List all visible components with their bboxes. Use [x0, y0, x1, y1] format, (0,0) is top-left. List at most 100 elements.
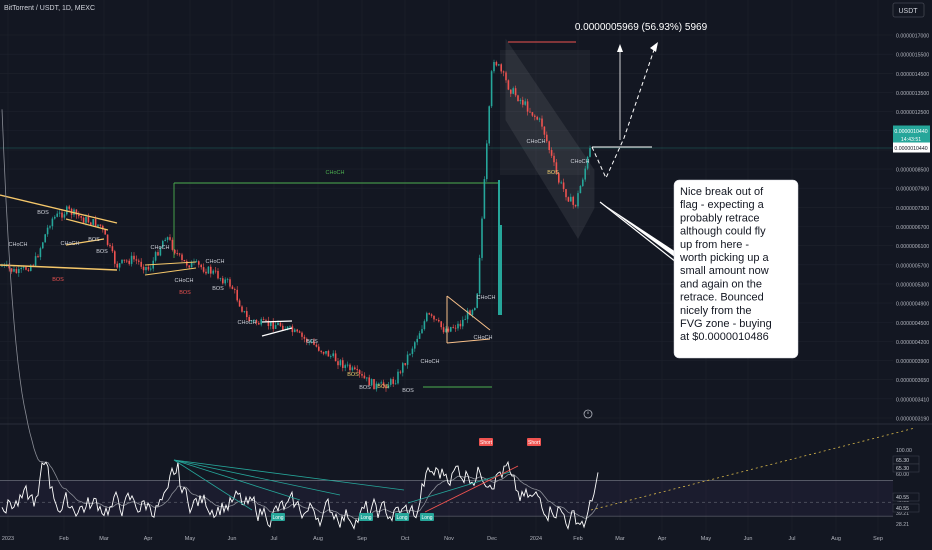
candle-body: [507, 80, 510, 90]
candle-body: [471, 310, 474, 316]
projection-arrowhead: [650, 42, 658, 52]
candle-body: [344, 365, 346, 368]
price-axis[interactable]: 0.0000017000 0.0000015500 0.0000014500 0.00…: [893, 34, 930, 423]
candle-body: [330, 356, 332, 357]
countdown-badge: 14:43:51: [893, 133, 930, 144]
candle-body: [586, 156, 589, 169]
candle-body: [44, 234, 46, 243]
annotation-callout[interactable]: Nice break out of flag - expecting a proba…: [599, 179, 799, 359]
price-tick-label: 0.0000005300: [896, 282, 929, 288]
candle-body: [524, 101, 526, 105]
candle-body: [558, 173, 560, 183]
candle-body: [416, 338, 418, 343]
candle-body: [82, 217, 85, 223]
time-tick-label: Feb: [59, 536, 68, 542]
rsi-panel: Short Short Long Long Long Long: [0, 109, 916, 530]
candle-body: [390, 379, 392, 385]
candle-body: [272, 321, 274, 329]
price-tick-label: 0.0000004500: [896, 321, 929, 327]
candle-body: [555, 162, 558, 174]
candle-body: [183, 259, 186, 262]
candle-body: [260, 319, 262, 325]
rsi-badge-text: 65.30: [896, 466, 909, 472]
rsi-badge: 40.55: [892, 503, 920, 513]
candle-body: [10, 268, 13, 272]
candle-body: [313, 341, 315, 345]
time-tick-label: Dec: [487, 536, 497, 542]
structure-label: CHoCH: [474, 335, 493, 341]
candle-body: [342, 360, 344, 368]
currency-button[interactable]: USDT: [892, 2, 925, 18]
replay-button[interactable]: [583, 409, 593, 419]
structure-label: BOS: [96, 249, 108, 255]
candle-body: [147, 266, 150, 270]
candle-body: [553, 155, 555, 163]
candle-body: [205, 271, 207, 274]
candle-body: [502, 71, 505, 73]
candle-body: [466, 310, 469, 320]
candle-body: [229, 279, 231, 287]
candle-body: [474, 307, 476, 311]
candle-body: [298, 331, 301, 333]
candle-body: [375, 383, 378, 390]
candle-body: [452, 327, 454, 328]
signal-short: Short: [479, 438, 493, 446]
signal-label: Short: [528, 440, 541, 446]
time-tick-label: Jun: [744, 536, 753, 542]
time-tick-label: Aug: [831, 536, 841, 542]
signal-long: Long: [271, 513, 285, 521]
candle-body: [157, 252, 159, 256]
candle-body: [142, 266, 145, 271]
candle-body: [327, 350, 330, 357]
annotation-line: up from here -: [680, 239, 749, 251]
candle-body: [56, 213, 58, 217]
candle-body: [123, 259, 126, 261]
candle-body: [212, 270, 214, 274]
candle-body: [49, 226, 51, 228]
time-tick-label: May: [701, 536, 712, 542]
candle-body: [106, 234, 109, 245]
candle-body: [430, 314, 433, 316]
candle-body: [325, 350, 327, 354]
candle-body: [128, 260, 130, 264]
candle-body: [522, 99, 524, 105]
candle-body: [433, 315, 435, 320]
candle-body: [248, 317, 250, 322]
candle-body: [46, 227, 49, 235]
time-tick-label: Apr: [144, 536, 153, 542]
time-axis[interactable]: 2023 Feb Mar Apr May Jun Jul Aug Sep Oct Nov Dec 202…: [2, 536, 883, 542]
rsi-ma-line: [1, 109, 599, 520]
candle-body: [22, 267, 25, 269]
candle-body: [126, 260, 128, 262]
wedge-bottom-line: [0, 264, 118, 271]
rsi-tick-label: 28.21: [896, 522, 909, 528]
candle-body: [498, 64, 500, 66]
candle-body: [186, 261, 188, 266]
candle-body: [294, 329, 296, 333]
price-tick-label: 0.0000015500: [896, 53, 929, 59]
current-price-badge: 0.0000010440: [893, 125, 930, 136]
candle-body: [486, 143, 488, 180]
rsi-badge: 65.30: [892, 455, 920, 465]
time-tick-label: May: [185, 536, 196, 542]
candle-body: [584, 168, 586, 180]
current-price-badge-text: 0.0000010440: [894, 129, 927, 135]
candle-body: [37, 256, 39, 258]
annotation-line: probably retrace: [680, 212, 760, 224]
time-tick-label: Mar: [99, 536, 109, 542]
candle-body: [541, 118, 543, 127]
candle-body: [529, 111, 531, 113]
structure-label: CHoCH: [61, 241, 80, 247]
candle-body: [397, 371, 399, 384]
candle-body: [366, 377, 368, 379]
candle-body: [418, 333, 421, 339]
candle-body: [442, 327, 445, 333]
flag-channel: [505, 38, 595, 239]
divergence-line: [173, 459, 405, 491]
candle-body: [363, 375, 366, 379]
candle-body: [517, 95, 519, 102]
rsi-axis[interactable]: 100.0060.0040.5539.2128.2165.3065.3040.5…: [892, 448, 920, 528]
annotation-line: and again on the: [680, 278, 762, 290]
candle-body: [241, 306, 243, 312]
